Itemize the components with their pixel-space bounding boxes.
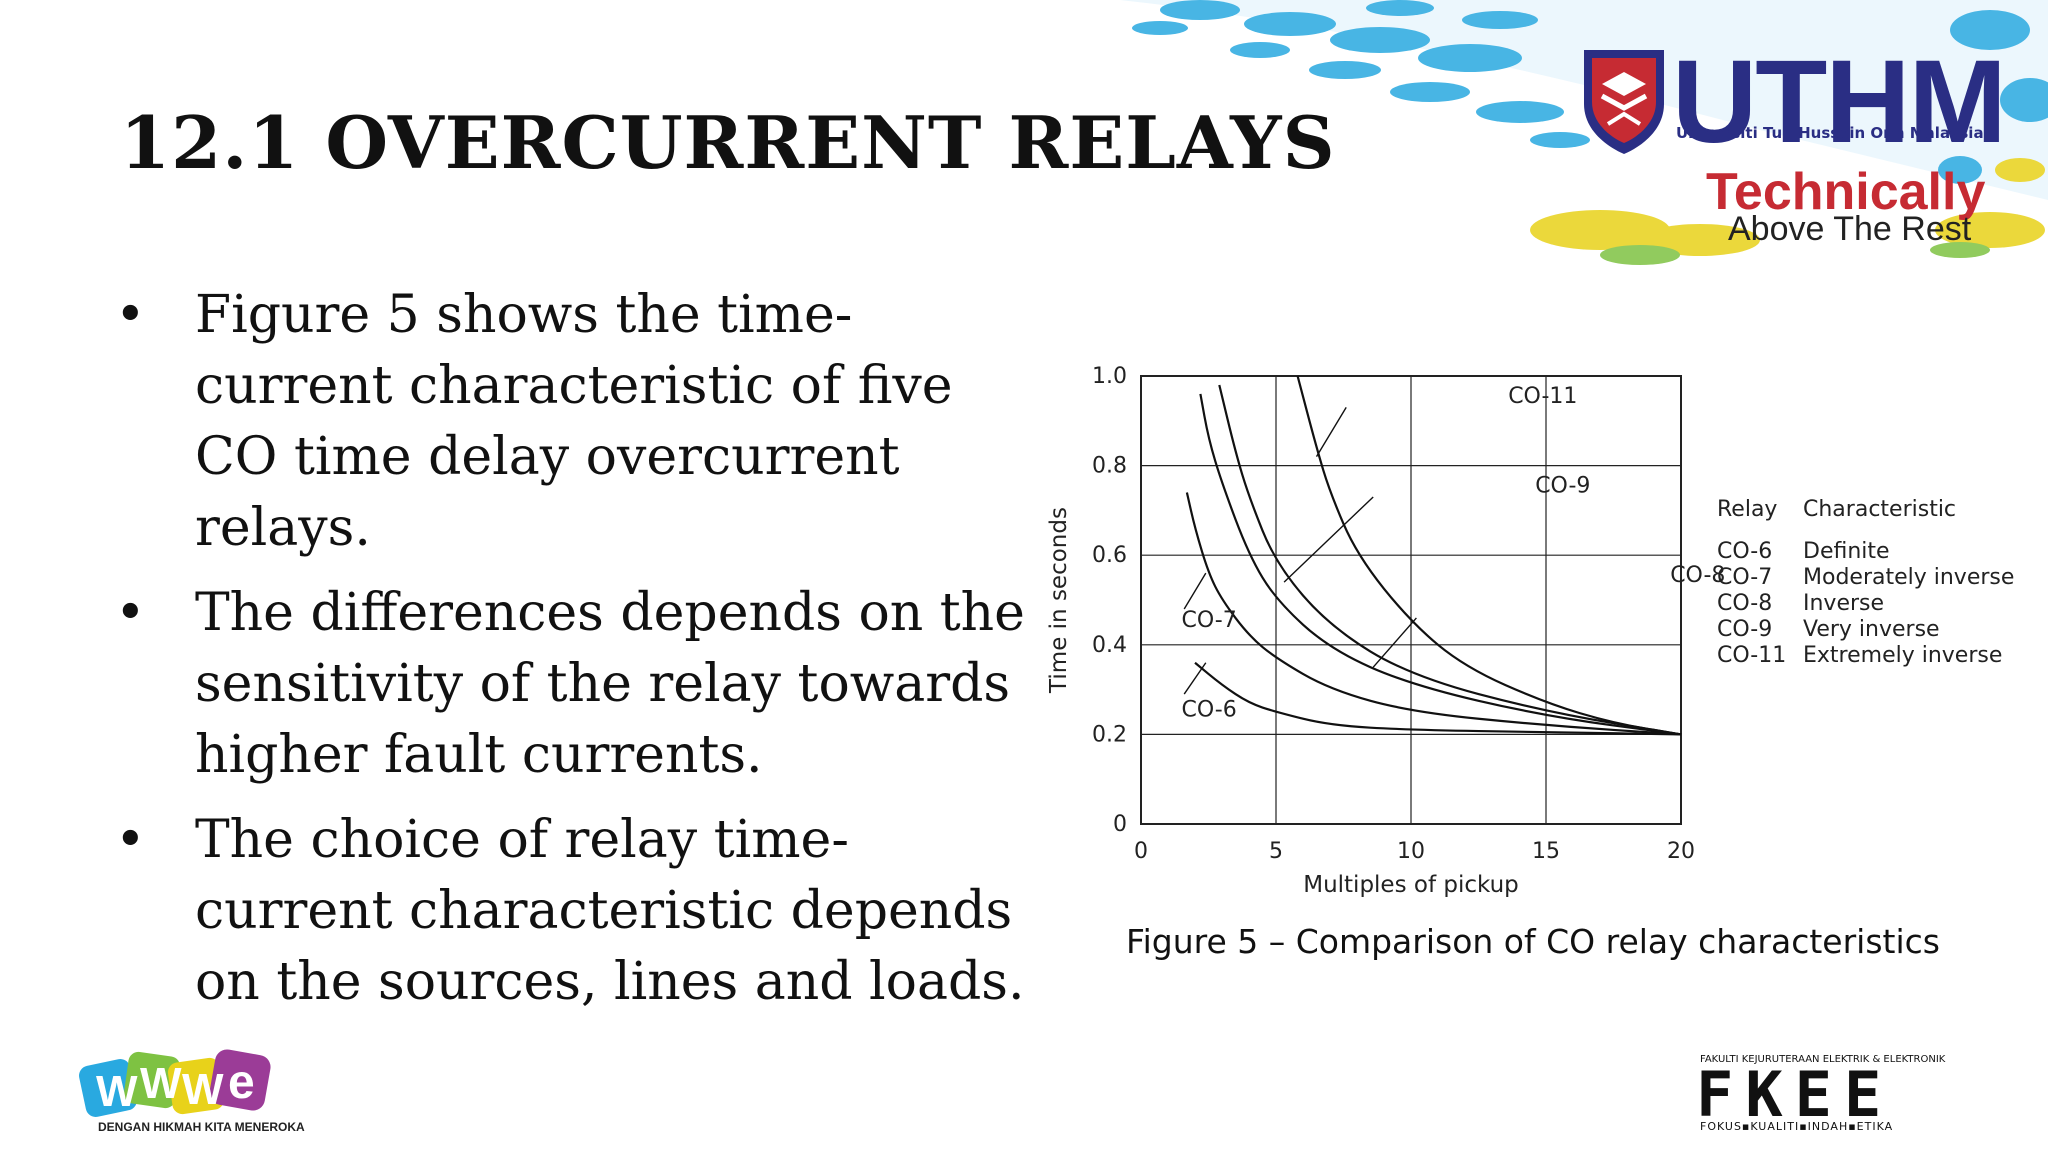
series-label: CO-9 — [1535, 473, 1590, 498]
legend-characteristic: Definite — [1803, 539, 1890, 564]
x-tick-label: 20 — [1667, 839, 1695, 864]
y-tick-label: 0 — [1113, 812, 1127, 837]
legend-header-relay: Relay — [1717, 497, 1777, 522]
fkee-motto: FOKUS▪KUALITI▪INDAH▪ETIKA — [1700, 1120, 1894, 1133]
y-tick-label: 0.8 — [1092, 454, 1127, 479]
figure-caption: Figure 5 – Comparison of CO relay charac… — [1126, 922, 1940, 961]
legend-characteristic: Extremely inverse — [1803, 643, 2002, 668]
series-label: CO-8 — [1670, 563, 1725, 588]
fkee-faculty-name: FAKULTI KEJURUTERAAN ELEKTRIK & ELEKTRON… — [1700, 1054, 1946, 1065]
y-tick-label: 1.0 — [1092, 364, 1127, 389]
legend-relay: CO-8 — [1717, 591, 1772, 616]
bullet-item: • The choice of relay time-current charac… — [115, 805, 1035, 1018]
series-line-co-7 — [1185, 492, 1682, 736]
bullet-list: • Figure 5 shows the time-current charact… — [115, 280, 1035, 1032]
y-tick-label: 0.6 — [1092, 543, 1127, 568]
svg-text:W: W — [182, 1065, 224, 1114]
tagline-above-the-rest: Above The Rest — [1728, 210, 1972, 248]
x-tick-label: 0 — [1134, 839, 1148, 864]
fkee-logo: FAKULTI KEJURUTERAAN ELEKTRIK & ELEKTRON… — [1696, 1054, 1970, 1134]
fkee-wordmark: FKEE — [1696, 1058, 1894, 1131]
bullet-item: • The differences depends on the sensitiv… — [115, 578, 1035, 791]
legend-characteristic: Moderately inverse — [1803, 565, 2014, 590]
bullet-dot: • — [115, 285, 146, 345]
series-leader-line — [1183, 662, 1207, 695]
legend-relay: CO-9 — [1717, 617, 1772, 642]
bullet-text: The choice of relay time-current charact… — [195, 810, 1025, 1012]
y-tick-label: 0.2 — [1092, 722, 1127, 747]
legend-header-characteristic: Characteristic — [1803, 497, 1956, 522]
legend-relay: CO-7 — [1717, 565, 1772, 590]
slide-title: 12.1 OVERCURRENT RELAYS — [120, 100, 1336, 185]
series-leader-line — [1283, 496, 1374, 583]
bullet-text: The differences depends on the sensitivi… — [195, 583, 1025, 785]
series-line-co-6 — [1194, 661, 1682, 736]
uthm-shield-icon — [1584, 50, 1664, 154]
series-label: CO-6 — [1182, 697, 1237, 722]
www-logo: W W W e DENGAN HIKMAH KITA MENEROKA — [78, 1048, 305, 1138]
svg-text:e: e — [228, 1056, 255, 1109]
legend-relay: CO-11 — [1717, 643, 1786, 668]
tagline-technically: Technically — [1706, 163, 1986, 221]
y-tick-label: 0.4 — [1092, 633, 1127, 658]
series-leader-line — [1315, 406, 1347, 458]
x-axis-label: Multiples of pickup — [1303, 872, 1519, 898]
plot-frame — [1140, 375, 1682, 825]
uthm-fullname: Universiti Tun Hussein Onn Malaysia — [1676, 124, 1984, 142]
series-line-co-8 — [1199, 393, 1682, 736]
x-tick-label: 10 — [1397, 839, 1425, 864]
legend-relay: CO-6 — [1717, 539, 1772, 564]
www-badge-icon: W W W e — [79, 1049, 271, 1117]
y-axis-label: Time in seconds — [1046, 507, 1072, 694]
uthm-logo: UTHM Universiti Tun Hussein Onn Malaysia… — [1578, 36, 2007, 270]
series-leader-line — [1183, 572, 1207, 610]
bullet-dot: • — [115, 583, 146, 643]
uthm-wordmark: UTHM — [1672, 36, 2007, 168]
series-leader-line — [1372, 617, 1417, 668]
legend-characteristic: Very inverse — [1803, 617, 1940, 642]
x-tick-label: 5 — [1269, 839, 1283, 864]
series-label: CO-7 — [1182, 608, 1237, 633]
legend-characteristic: Inverse — [1803, 591, 1884, 616]
bullet-text: Figure 5 shows the time-current characte… — [195, 285, 953, 558]
bullet-item: • Figure 5 shows the time-current charact… — [115, 280, 1035, 564]
series-label: CO-11 — [1508, 384, 1577, 409]
svg-text:W: W — [96, 1067, 138, 1116]
relay-characteristic-chart: 0 5 10 15 20 0 0.2 0.4 0.6 0.8 1.0 Multiples of pic… — [1046, 364, 2014, 898]
svg-text:W: W — [140, 1059, 182, 1108]
series-line-co-11 — [1296, 375, 1682, 736]
www-tagline: DENGAN HIKMAH KITA MENEROKA — [98, 1120, 305, 1134]
bullet-dot: • — [115, 810, 146, 870]
series-line-co-9 — [1218, 384, 1682, 736]
x-tick-label: 15 — [1532, 839, 1560, 864]
